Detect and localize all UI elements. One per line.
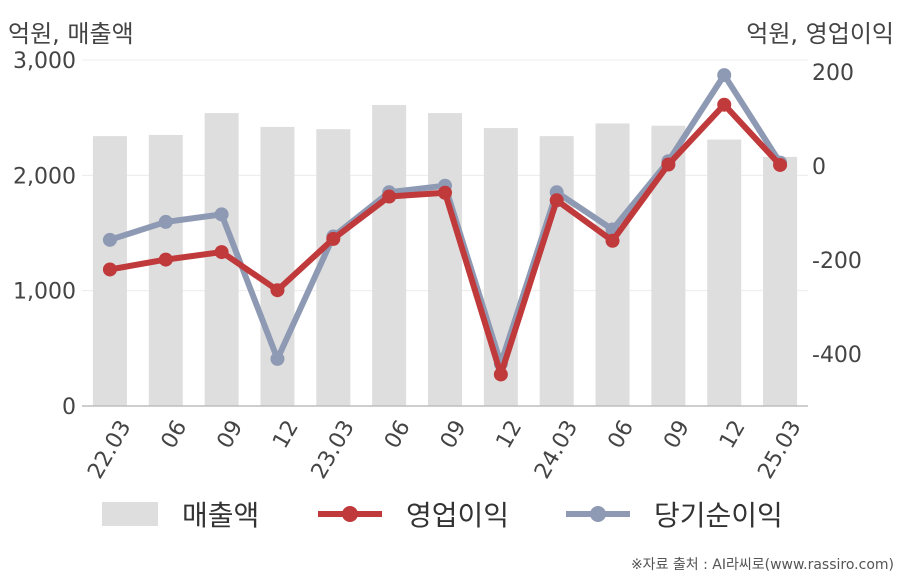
point-net-income	[158, 214, 173, 229]
x-tick-label: 09	[659, 416, 695, 453]
legend-swatch-operating-profit	[318, 502, 382, 526]
x-tick-label: 12	[492, 416, 528, 453]
point-net-income	[270, 351, 285, 366]
x-tick-label: 23.03	[307, 416, 360, 483]
point-operating-profit	[214, 245, 229, 260]
bar-sales	[148, 134, 183, 406]
y-right-tick-label: -200	[812, 249, 862, 274]
bar-sales	[372, 104, 407, 406]
point-net-income	[717, 68, 732, 83]
left-axis-unit: 억원, 매출액	[8, 20, 134, 48]
bar-sales	[428, 113, 462, 406]
bar-sales	[595, 123, 630, 406]
point-operating-profit	[773, 157, 788, 172]
point-operating-profit	[382, 189, 397, 204]
point-operating-profit	[605, 233, 620, 248]
legend-label-sales: 매출액	[182, 499, 260, 532]
legend-item-operating-profit: 영업이익	[318, 492, 509, 536]
point-operating-profit	[326, 231, 341, 246]
x-tick-label: 24.03	[530, 416, 583, 483]
right-axis-unit: 억원, 영업이익	[746, 20, 894, 48]
point-operating-profit	[270, 283, 285, 298]
legend-swatch-net-income	[566, 502, 630, 526]
y-right-tick-label: 200	[812, 61, 854, 86]
point-operating-profit	[661, 157, 676, 172]
point-net-income	[214, 207, 229, 222]
point-operating-profit	[158, 252, 173, 267]
y-left-tick-label: 2,000	[13, 164, 76, 189]
source-note: ※자료 출처 : AI라씨로(www.rassiro.com)	[630, 557, 894, 573]
x-tick-label: 12	[268, 416, 304, 453]
legend-label-net-income: 당기순이익	[654, 499, 783, 532]
x-tick-label: 06	[380, 416, 416, 453]
x-tick-label: 09	[212, 416, 248, 453]
x-tick-label: 12	[715, 416, 751, 453]
bar-sales	[539, 136, 574, 406]
legend-label-operating-profit: 영업이익	[406, 499, 510, 532]
bar-sales	[763, 156, 798, 406]
bar-sales	[707, 139, 742, 406]
point-operating-profit	[102, 262, 117, 277]
x-tick-label: 06	[603, 416, 639, 453]
point-operating-profit	[717, 97, 732, 112]
y-left-tick-label: 3,000	[13, 49, 76, 74]
legend-item-net-income: 당기순이익	[566, 492, 783, 536]
y-left-tick-label: 1,000	[13, 280, 76, 305]
point-operating-profit	[438, 185, 452, 200]
legend-item-sales: 매출액	[102, 492, 259, 536]
point-operating-profit	[549, 193, 564, 208]
point-operating-profit	[493, 367, 508, 382]
x-tick-label: 25.03	[753, 416, 806, 483]
point-net-income	[102, 232, 117, 247]
legend-swatch-sales	[102, 502, 158, 526]
x-tick-label: 09	[436, 416, 472, 453]
y-right-tick-label: -400	[812, 343, 862, 368]
x-tick-label: 22.03	[83, 416, 136, 483]
legend: 매출액 영업이익 당기순이익	[0, 492, 908, 536]
y-left-tick-label: 0	[62, 395, 76, 420]
x-tick-label: 06	[157, 416, 193, 453]
y-right-tick-label: 0	[812, 155, 826, 180]
